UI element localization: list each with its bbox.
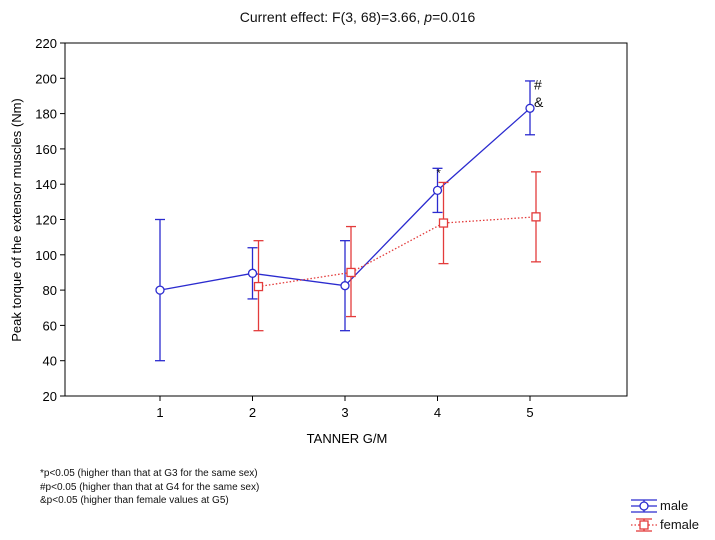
- footnotes: *p<0.05 (higher than that at G3 for the …: [40, 467, 259, 508]
- series-line-female: [259, 217, 537, 287]
- x-tick-label: 5: [526, 405, 533, 420]
- data-point-male: [156, 286, 164, 294]
- footnote-star: *p<0.05 (higher than that at G3 for the …: [40, 467, 259, 481]
- legend-label-male: male: [660, 498, 688, 513]
- data-point-female: [255, 283, 263, 291]
- legend-item-female: female: [630, 516, 715, 534]
- y-tick-label: 100: [35, 248, 57, 263]
- data-point-female: [347, 268, 355, 276]
- y-tick-label: 200: [35, 71, 57, 86]
- axes: 20 40 60 80 100 120 140 160 180 200 220 1 2 3 4 5: [35, 36, 533, 420]
- annotation-marker: &: [534, 94, 544, 110]
- annotations-layer: * # &: [437, 76, 545, 179]
- x-tick-label: 1: [156, 405, 163, 420]
- y-axis-label: Peak torque of the extensor muscles (Nm): [9, 98, 24, 342]
- footnote-ampersand: &p<0.05 (higher than female values at G5…: [40, 494, 259, 508]
- y-tick-label: 20: [43, 389, 57, 404]
- legend-female-marker-icon: [630, 516, 658, 534]
- series-layer: [155, 81, 541, 361]
- footnote-hash: #p<0.05 (higher than that at G4 for the …: [40, 481, 259, 495]
- legend-label-female: female: [660, 517, 699, 532]
- x-tick-label: 4: [434, 405, 441, 420]
- annotation-marker: #: [534, 76, 542, 92]
- data-point-male: [434, 186, 442, 194]
- annotation-marker: *: [437, 167, 442, 179]
- y-tick-label: 180: [35, 107, 57, 122]
- data-point-male: [249, 269, 257, 277]
- y-tick-label: 140: [35, 177, 57, 192]
- y-tick-label: 220: [35, 36, 57, 51]
- y-tick-label: 80: [43, 283, 57, 298]
- x-tick-label: 3: [341, 405, 348, 420]
- x-tick-label: 2: [249, 405, 256, 420]
- y-tick-label: 40: [43, 354, 57, 369]
- data-point-male: [341, 282, 349, 290]
- y-tick-label: 60: [43, 318, 57, 333]
- data-point-female: [440, 219, 448, 227]
- x-axis-label: TANNER G/M: [307, 431, 388, 446]
- legend-male-marker-icon: [630, 497, 658, 515]
- y-tick-label: 120: [35, 213, 57, 228]
- data-point-male: [526, 104, 534, 112]
- data-point-female: [532, 213, 540, 221]
- legend-item-male: male: [630, 497, 715, 515]
- y-tick-label: 160: [35, 142, 57, 157]
- legend: male female: [630, 497, 715, 537]
